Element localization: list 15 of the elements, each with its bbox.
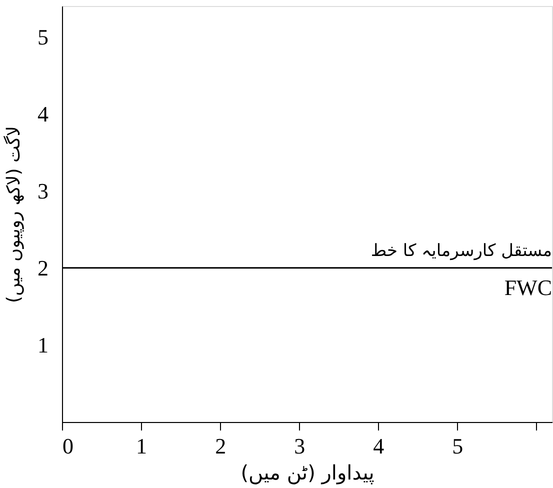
x-tick-label: 0 [62, 434, 74, 458]
x-axis-title: پیداوار (ٹن میں) [240, 460, 374, 484]
y-tick-label: 5 [38, 24, 48, 50]
x-tick-label: 1 [136, 434, 148, 458]
x-tick-label: 5 [452, 434, 464, 458]
x-tick-label: 3 [294, 434, 306, 458]
x-tick-label: 4 [373, 434, 384, 458]
y-tick-label: 2 [38, 255, 48, 280]
y-tick-label: 4 [38, 101, 48, 126]
annotation: FWC [504, 274, 552, 300]
x-tick-label: 2 [215, 434, 226, 458]
y-axis-title: لاگت (لاکھ روپیوں میں) [2, 126, 24, 304]
series-label: مستقل کارسرمایہ کا خط [370, 240, 552, 261]
y-tick-label: 1 [38, 332, 48, 358]
y-tick-label: 3 [38, 178, 48, 204]
